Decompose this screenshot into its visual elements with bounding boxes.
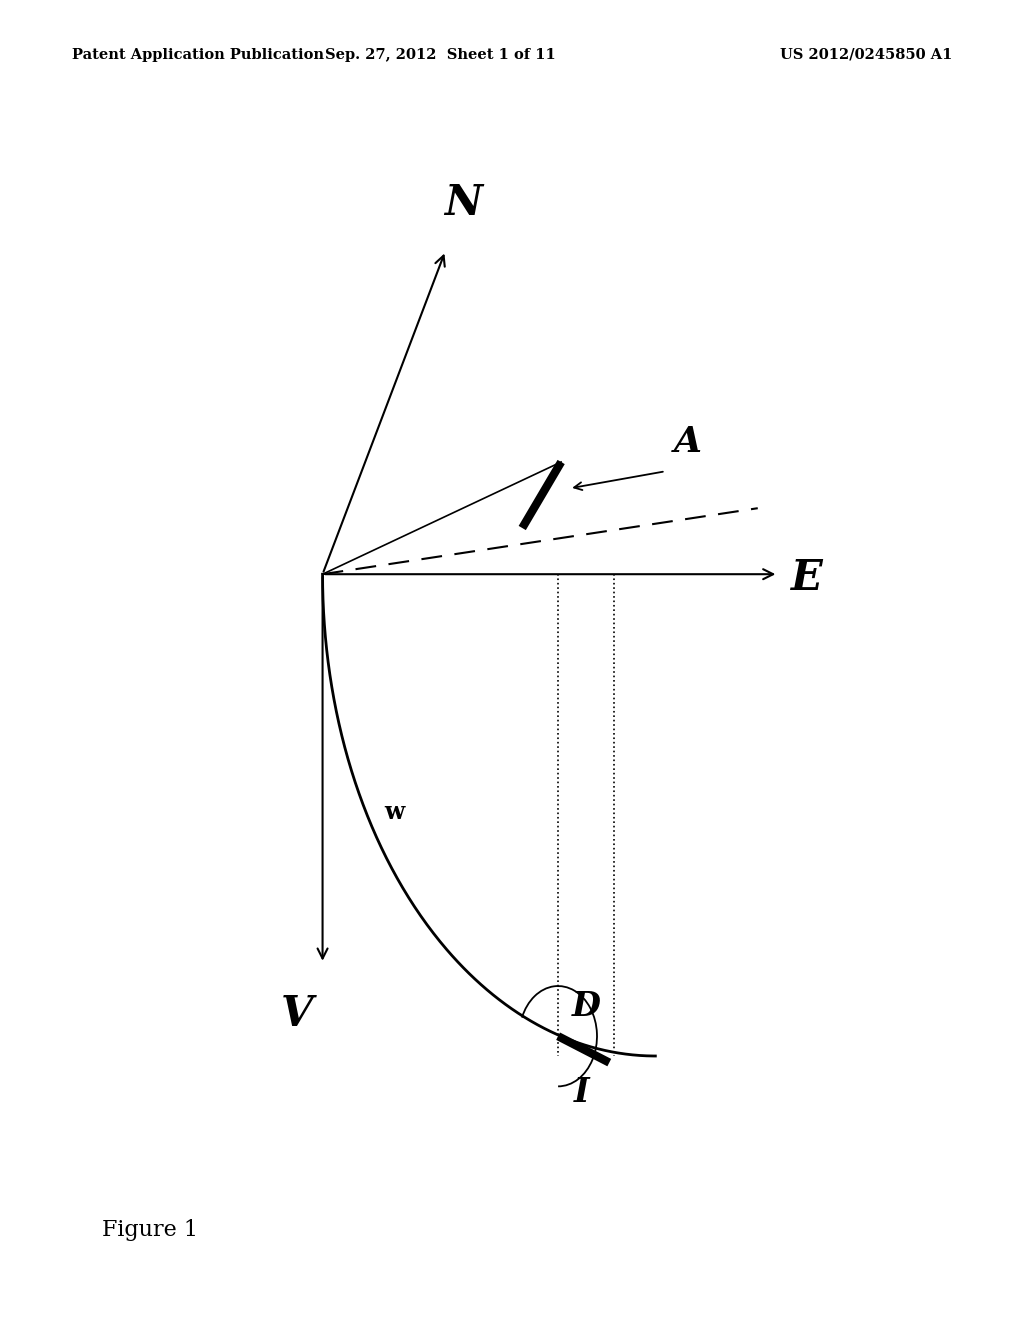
- Text: D: D: [571, 990, 600, 1023]
- Text: A: A: [674, 425, 701, 459]
- Text: US 2012/0245850 A1: US 2012/0245850 A1: [780, 48, 952, 62]
- Text: Figure 1: Figure 1: [102, 1220, 199, 1241]
- Text: N: N: [443, 182, 482, 224]
- Text: w: w: [384, 800, 404, 824]
- Text: V: V: [281, 993, 313, 1035]
- Text: Patent Application Publication: Patent Application Publication: [72, 48, 324, 62]
- Text: Sep. 27, 2012  Sheet 1 of 11: Sep. 27, 2012 Sheet 1 of 11: [325, 48, 556, 62]
- Text: E: E: [791, 557, 822, 599]
- Text: I: I: [573, 1076, 589, 1109]
